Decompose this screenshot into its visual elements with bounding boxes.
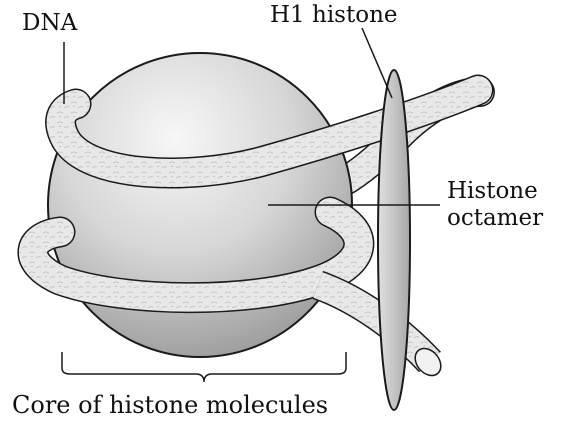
h1-histone-label: H1 histone (270, 2, 398, 28)
leader-lines (61, 27, 440, 383)
h1-histone-shape (377, 69, 411, 411)
histone-octamer-label-line2: octamer (447, 205, 544, 231)
h1-leader-line (361, 27, 393, 99)
dna-strand-exit (312, 270, 442, 377)
dna-strand-lower (17, 196, 375, 314)
core-brace (61, 352, 347, 383)
histone-octamer-label-line1: Histone (447, 178, 538, 204)
core-label: Core of histone molecules (12, 391, 329, 419)
dna-label: DNA (22, 10, 78, 36)
